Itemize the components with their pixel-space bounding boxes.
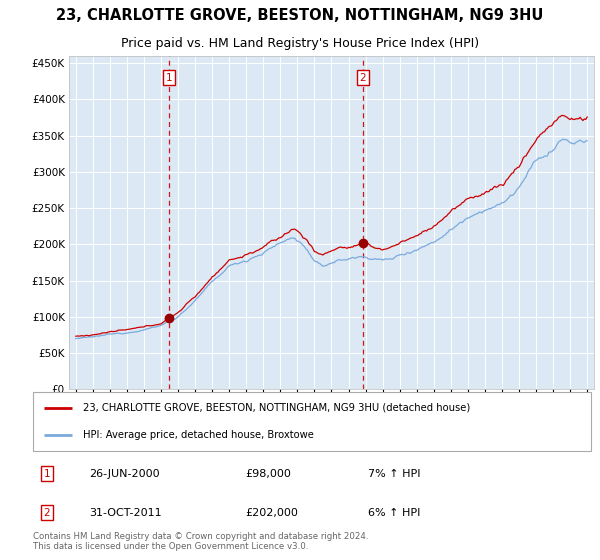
Text: 26-JUN-2000: 26-JUN-2000	[89, 469, 160, 479]
Text: £202,000: £202,000	[245, 508, 298, 518]
Text: £98,000: £98,000	[245, 469, 291, 479]
Text: Price paid vs. HM Land Registry's House Price Index (HPI): Price paid vs. HM Land Registry's House …	[121, 37, 479, 50]
Text: 23, CHARLOTTE GROVE, BEESTON, NOTTINGHAM, NG9 3HU: 23, CHARLOTTE GROVE, BEESTON, NOTTINGHAM…	[56, 8, 544, 23]
Text: 1: 1	[44, 469, 50, 479]
Text: 23, CHARLOTTE GROVE, BEESTON, NOTTINGHAM, NG9 3HU (detached house): 23, CHARLOTTE GROVE, BEESTON, NOTTINGHAM…	[83, 403, 470, 413]
FancyBboxPatch shape	[33, 392, 591, 451]
Text: 6% ↑ HPI: 6% ↑ HPI	[368, 508, 420, 518]
Text: Contains HM Land Registry data © Crown copyright and database right 2024.
This d: Contains HM Land Registry data © Crown c…	[33, 532, 368, 552]
Text: 1: 1	[166, 73, 173, 83]
Text: 2: 2	[359, 73, 366, 83]
Text: 7% ↑ HPI: 7% ↑ HPI	[368, 469, 421, 479]
Text: 2: 2	[44, 508, 50, 518]
Text: HPI: Average price, detached house, Broxtowe: HPI: Average price, detached house, Brox…	[83, 430, 314, 440]
Text: 31-OCT-2011: 31-OCT-2011	[89, 508, 161, 518]
